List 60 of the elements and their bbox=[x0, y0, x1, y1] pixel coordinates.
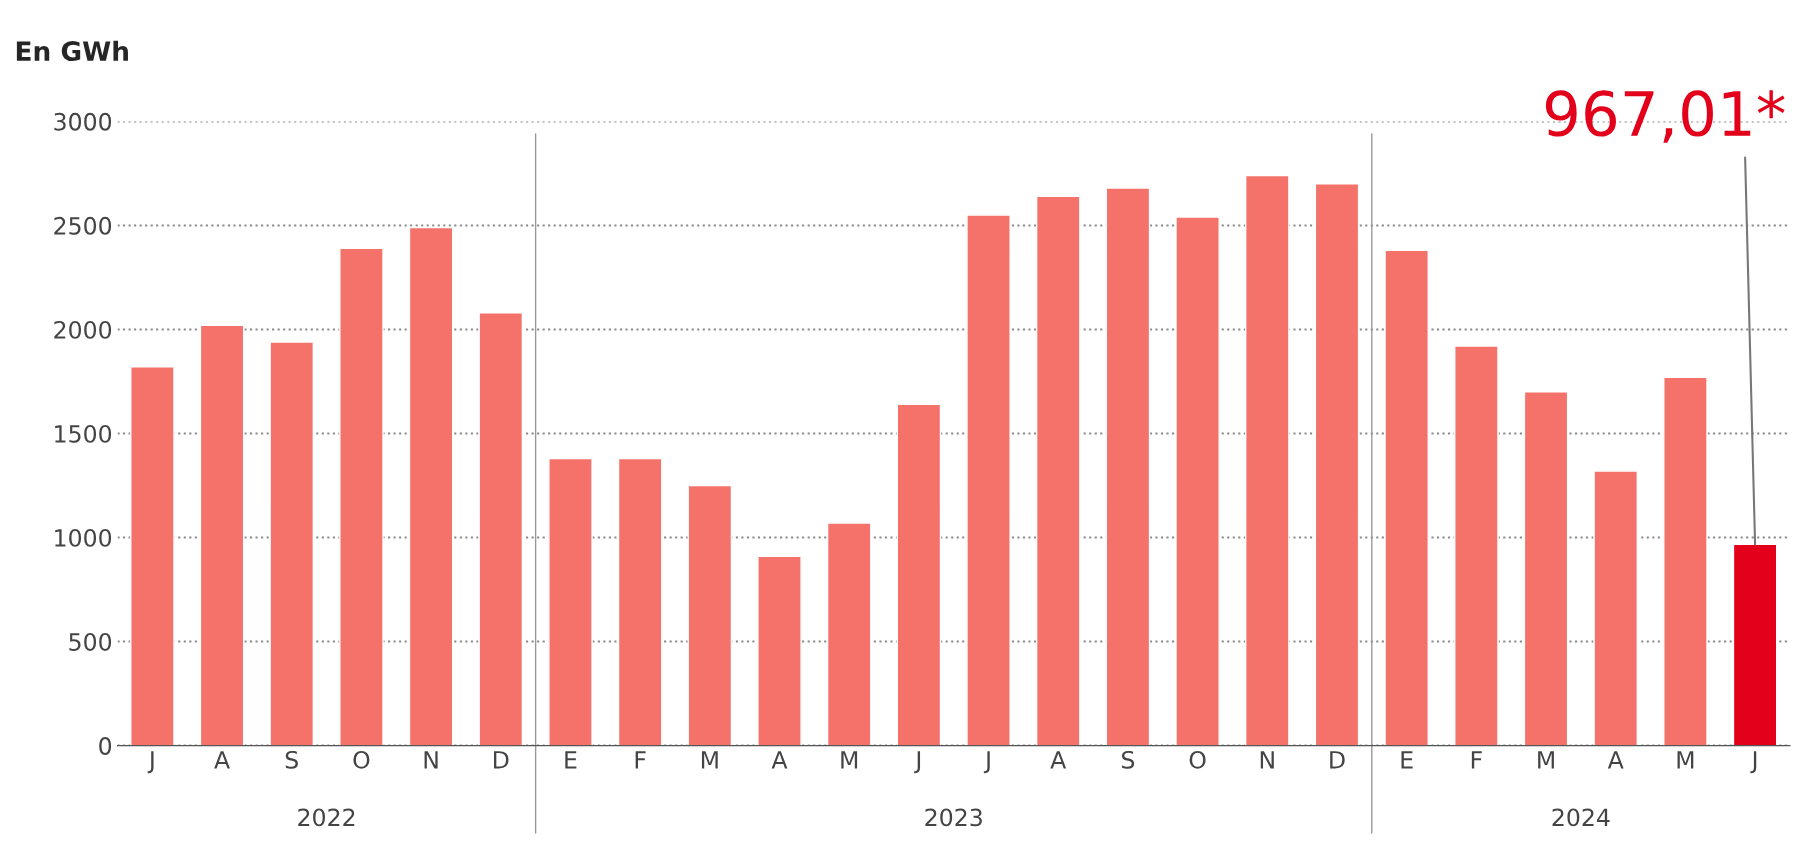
bar bbox=[966, 214, 1011, 746]
bar bbox=[130, 366, 175, 746]
text: 2022 bbox=[298, 808, 355, 827]
x-tick-label: D bbox=[1330, 751, 1345, 769]
x-tick-label: N bbox=[424, 751, 438, 769]
bar bbox=[1523, 391, 1569, 746]
x-tick-label: J bbox=[983, 751, 990, 774]
x-tick-label: O bbox=[353, 750, 370, 769]
bar bbox=[1384, 249, 1429, 746]
bar bbox=[199, 324, 245, 746]
bar bbox=[1732, 543, 1778, 746]
x-tick-label: F bbox=[635, 751, 646, 769]
bar bbox=[339, 247, 384, 746]
text: 2024 bbox=[1552, 808, 1610, 827]
bar bbox=[548, 457, 593, 746]
x-tick-label: A bbox=[1050, 751, 1067, 769]
x-tick-label: A bbox=[1607, 751, 1624, 769]
y-tick-label: 500 bbox=[69, 633, 112, 651]
x-tick-label: J bbox=[147, 751, 154, 774]
bar bbox=[478, 312, 524, 746]
bar bbox=[1105, 187, 1151, 746]
data-label: 967,01* bbox=[1545, 90, 1785, 143]
x-tick-label: F bbox=[1471, 751, 1482, 769]
y-tick-label: 1000 bbox=[55, 528, 112, 547]
bar bbox=[896, 403, 942, 746]
bar bbox=[1454, 345, 1499, 746]
x-tick-label: N bbox=[1260, 751, 1274, 769]
x-tick-label: O bbox=[1189, 750, 1206, 769]
y-tick-label: 2000 bbox=[54, 320, 112, 339]
bar bbox=[826, 522, 872, 746]
x-tick-label: E bbox=[565, 751, 577, 769]
y-tick-label: 2500 bbox=[54, 216, 112, 235]
x-tick-label: D bbox=[494, 751, 509, 769]
x-tick-label: S bbox=[285, 750, 298, 769]
x-tick-label: A bbox=[214, 751, 230, 769]
x-tick-label: M bbox=[1677, 751, 1694, 769]
y-tick-label: 1500 bbox=[55, 424, 112, 443]
x-tick-label: E bbox=[1401, 751, 1413, 769]
x-tick-label: M bbox=[701, 751, 718, 769]
bar bbox=[687, 484, 733, 746]
bar bbox=[1035, 195, 1081, 746]
x-tick-label: M bbox=[1538, 751, 1554, 769]
y-tick-label: 3000 bbox=[54, 112, 112, 131]
x-tick-label: A bbox=[771, 751, 788, 769]
bar bbox=[1244, 174, 1290, 746]
x-tick-label: J bbox=[1750, 751, 1757, 774]
text: 2023 bbox=[925, 808, 982, 827]
bar bbox=[757, 555, 802, 746]
bar bbox=[1314, 183, 1360, 746]
x-tick-label: S bbox=[1121, 750, 1135, 769]
bar bbox=[269, 341, 315, 746]
x-tick-label: M bbox=[841, 751, 858, 769]
bar bbox=[617, 457, 663, 746]
x-tick-label: J bbox=[914, 751, 921, 774]
bar bbox=[1663, 376, 1708, 746]
bar bbox=[408, 226, 454, 746]
y-tick-label: 0 bbox=[99, 737, 112, 755]
bar bbox=[1593, 470, 1639, 746]
bar bbox=[1175, 216, 1220, 746]
y-axis-title: En GWh bbox=[16, 40, 128, 62]
